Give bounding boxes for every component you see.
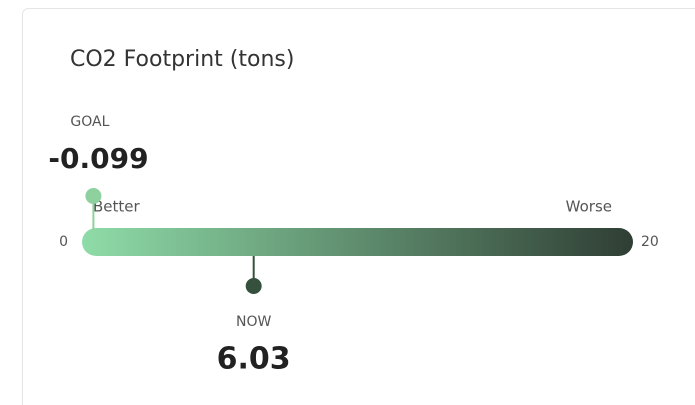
card <box>22 8 695 405</box>
high-label: Worse <box>566 198 612 216</box>
low-label: Better <box>93 198 141 216</box>
now-label: NOW <box>236 314 271 330</box>
now-value: 6.03 <box>217 342 291 377</box>
tick-label: 20 <box>641 234 659 250</box>
now-marker <box>245 278 262 294</box>
goal-marker <box>85 188 102 204</box>
tick-label: 0 <box>59 234 68 250</box>
scale-bar <box>82 228 633 256</box>
goal-value: -0.099 <box>48 142 148 175</box>
title: CO2 Footprint (tons) <box>70 47 294 72</box>
goal-label: GOAL <box>70 114 109 130</box>
